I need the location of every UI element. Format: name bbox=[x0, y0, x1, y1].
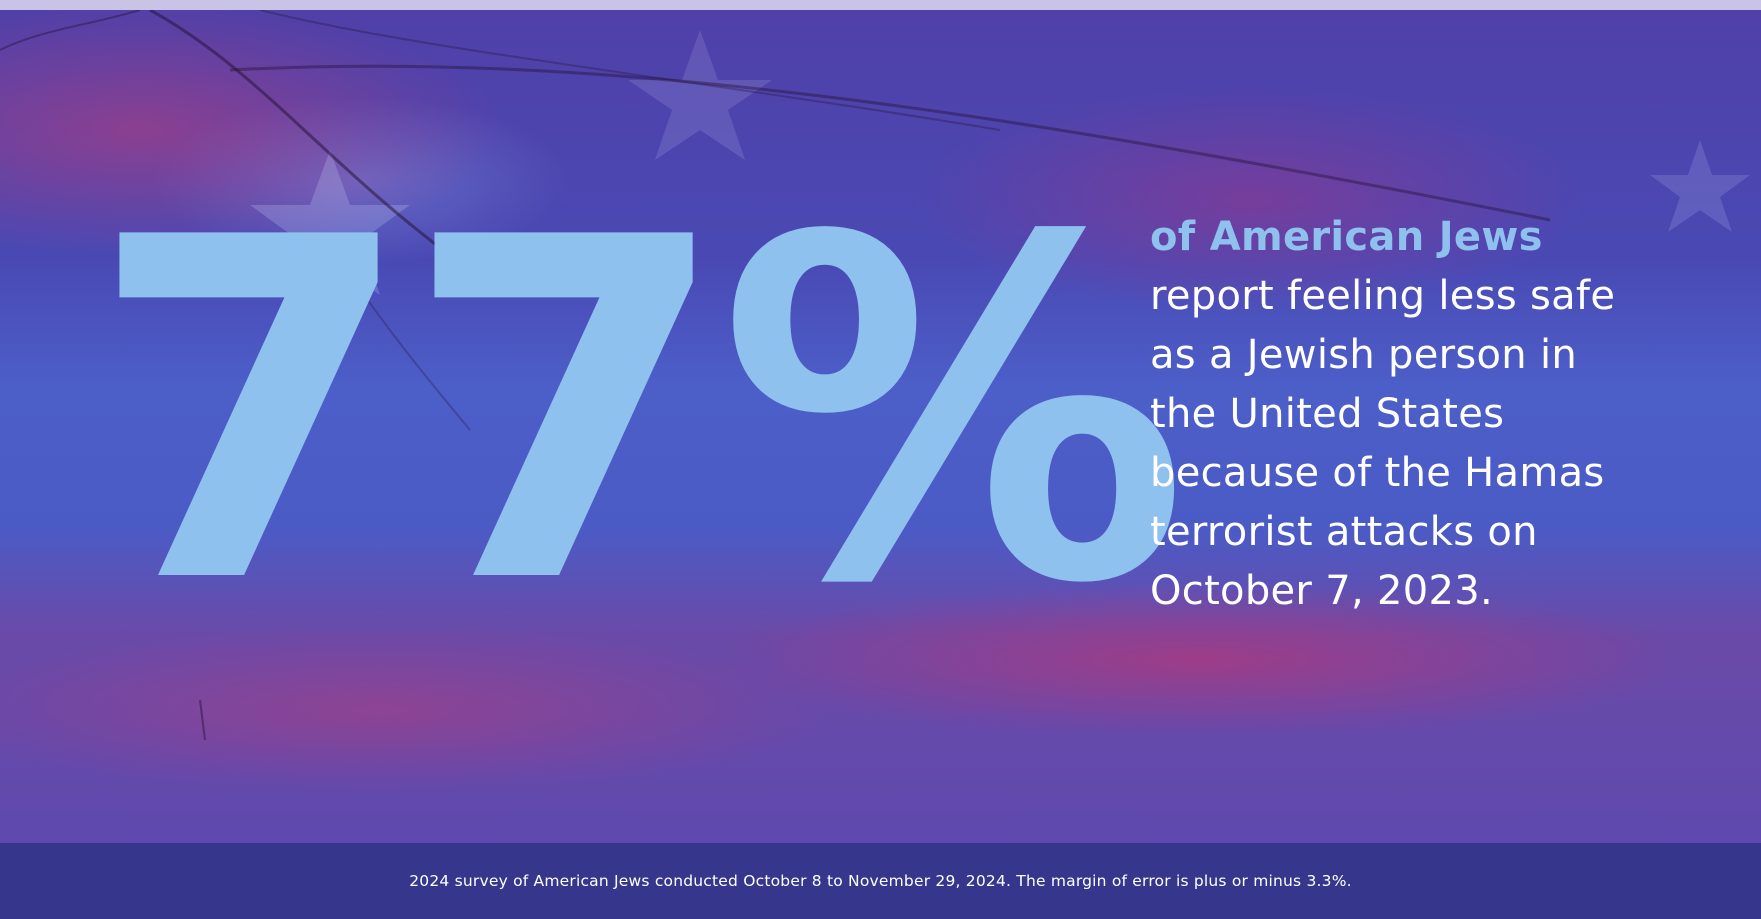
background-image bbox=[0, 10, 1761, 843]
top-strip bbox=[0, 0, 1761, 10]
description-line: as a Jewish person in bbox=[1150, 332, 1578, 378]
description-line: the United States bbox=[1150, 391, 1505, 437]
star-shape bbox=[628, 30, 772, 160]
background-texture bbox=[0, 10, 1750, 741]
description-highlight: of American Jews bbox=[1150, 214, 1543, 260]
description-line: report feeling less safe bbox=[1150, 273, 1616, 319]
footer-bar bbox=[0, 843, 1761, 919]
scratch-line bbox=[339, 259, 471, 431]
stat-description: of American Jews report feeling less saf… bbox=[1150, 208, 1750, 621]
description-line: terrorist attacks on bbox=[1150, 509, 1538, 555]
star-shape bbox=[250, 150, 410, 295]
scratch-line bbox=[259, 10, 1001, 131]
star-shape bbox=[1650, 140, 1750, 232]
scratch-line bbox=[0, 10, 141, 51]
scratch-line bbox=[199, 699, 206, 741]
description-line: because of the Hamas bbox=[1150, 450, 1605, 496]
footnote: 2024 survey of American Jews conducted O… bbox=[409, 872, 1352, 890]
description-line: October 7, 2023. bbox=[1150, 568, 1493, 614]
scratch-line bbox=[229, 64, 1551, 222]
stat-value: 77% bbox=[88, 139, 1189, 686]
scratch-line bbox=[149, 10, 471, 272]
